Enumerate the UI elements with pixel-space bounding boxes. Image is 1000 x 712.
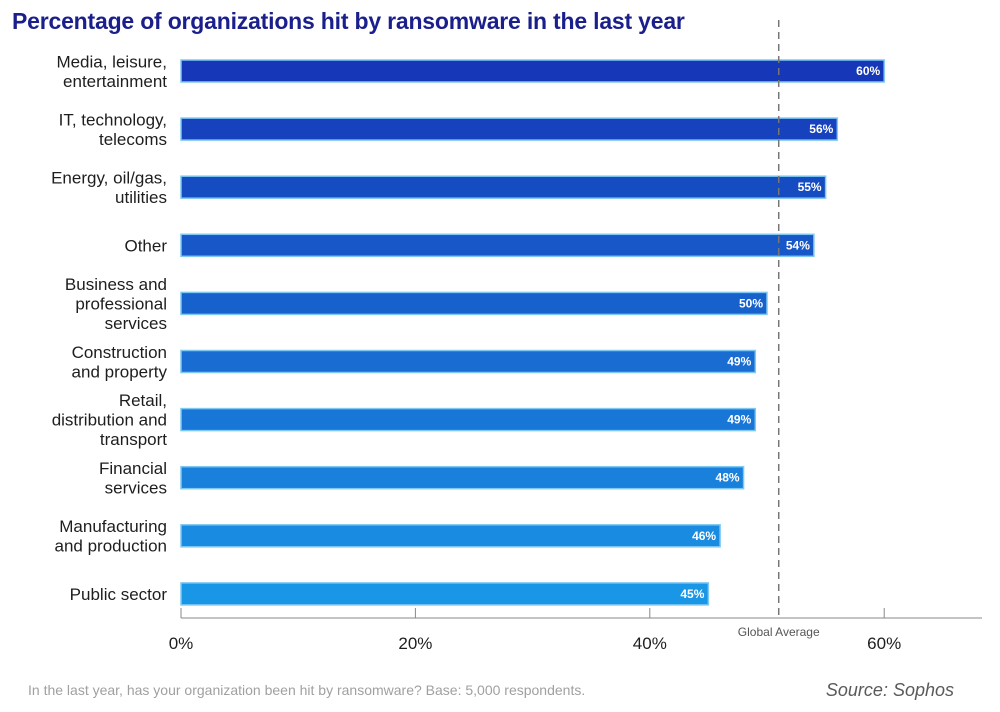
bar-value-label: 45% (680, 587, 704, 601)
category-label: utilities (115, 188, 167, 207)
bar-value-label: 49% (727, 413, 751, 427)
bar (180, 59, 885, 83)
category-label: Public sector (70, 585, 168, 604)
bar (180, 117, 839, 141)
bar (180, 407, 757, 432)
x-tick-label: 0% (169, 634, 194, 653)
category-label: and property (72, 362, 168, 381)
category-label: IT, technology, (59, 110, 167, 129)
category-label: Business and (65, 275, 167, 294)
category-label: Retail, (119, 391, 167, 410)
category-label: professional (75, 294, 167, 313)
bar-value-label: 56% (809, 122, 833, 136)
category-label: distribution and (52, 411, 167, 430)
bar (180, 291, 768, 316)
bar-value-label: 60% (856, 64, 880, 78)
bar-value-label: 55% (798, 180, 822, 194)
bar-value-label: 48% (716, 471, 740, 485)
category-label: Manufacturing (59, 517, 167, 536)
bar (180, 582, 710, 606)
category-label: services (105, 314, 167, 333)
bar-value-label: 49% (727, 355, 751, 369)
category-label: Construction (72, 343, 167, 362)
category-label: Media, leisure, (56, 52, 167, 71)
x-tick-label: 20% (398, 634, 432, 653)
global-average-label: Global Average (738, 625, 820, 639)
category-label: Other (124, 236, 167, 255)
bar (180, 175, 827, 199)
category-label: Energy, oil/gas, (51, 168, 167, 187)
bar-value-label: 46% (692, 529, 716, 543)
category-label: transport (100, 430, 167, 449)
category-label: services (105, 478, 167, 497)
bar-value-label: 54% (786, 238, 810, 252)
bar (180, 524, 721, 548)
x-tick-label: 60% (867, 634, 901, 653)
bar (180, 465, 745, 490)
bar-value-label: 50% (739, 296, 763, 310)
category-label: entertainment (63, 72, 167, 91)
category-label: Financial (99, 459, 167, 478)
source-credit: Source: Sophos (825, 680, 954, 700)
category-label: and production (55, 537, 167, 556)
x-tick-label: 40% (633, 634, 667, 653)
survey-question-note: In the last year, has your organization … (28, 682, 586, 698)
category-label: telecoms (99, 130, 167, 149)
chart-title: Percentage of organizations hit by ranso… (12, 8, 685, 34)
bar (180, 233, 815, 258)
bar (180, 349, 757, 374)
